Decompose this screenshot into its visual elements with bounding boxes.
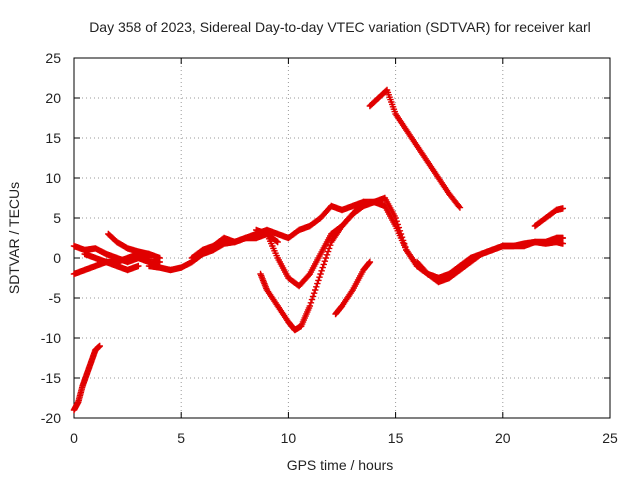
x-axis-ticks: 0 5 10 15 20 25	[70, 58, 618, 446]
x-tick-label: 0	[70, 430, 78, 446]
x-tick-label: 5	[177, 430, 185, 446]
data-point	[310, 290, 318, 297]
data-point	[313, 283, 320, 290]
data-point	[274, 238, 281, 246]
x-tick-label: 20	[495, 430, 511, 446]
grid-lines	[74, 58, 610, 418]
y-tick-label: -20	[41, 410, 61, 426]
data-point	[320, 261, 327, 268]
data-marks	[70, 86, 567, 414]
y-tick-label: 25	[45, 50, 61, 66]
y-tick-label: 5	[53, 210, 61, 226]
data-point	[308, 296, 316, 303]
data-point	[135, 262, 142, 270]
data-point	[156, 254, 163, 262]
x-tick-label: 15	[388, 430, 404, 446]
series-track-descent	[366, 86, 464, 211]
y-axis-label: SDTVAR / TECUs	[6, 182, 22, 294]
y-tick-label: -15	[41, 370, 61, 386]
plot-frame	[73, 57, 611, 419]
data-point	[559, 240, 567, 247]
data-point	[559, 234, 567, 242]
data-point	[366, 258, 374, 266]
data-point	[273, 238, 280, 245]
data-point	[312, 286, 319, 294]
data-point	[327, 242, 334, 249]
data-point	[96, 342, 103, 350]
x-tick-label: 25	[602, 430, 618, 446]
y-tick-label: 0	[53, 250, 61, 266]
data-point	[318, 267, 325, 274]
series-track-short-dip	[332, 258, 374, 318]
data-point	[316, 274, 323, 281]
y-tick-label: 10	[45, 170, 61, 186]
x-tick-label: 10	[281, 430, 297, 446]
series-track-late-lower	[413, 238, 567, 286]
data-point	[306, 302, 314, 310]
series-track-early-mid	[81, 250, 153, 266]
data-point	[323, 251, 331, 258]
x-axis-label: GPS time / hours	[287, 457, 394, 473]
series-track-early-arch	[105, 230, 163, 262]
data-point	[307, 299, 315, 306]
data-point	[455, 203, 463, 210]
data-point	[314, 280, 321, 287]
series-track-early-rise	[70, 342, 103, 414]
data-point	[456, 204, 464, 211]
data-point	[317, 270, 324, 278]
series-track-late-rise	[531, 205, 567, 230]
data-point	[315, 277, 322, 284]
data-point	[309, 293, 317, 300]
series-track-dip-deep	[257, 198, 567, 334]
y-tick-label: -5	[49, 290, 62, 306]
data-point	[319, 264, 326, 271]
data-point	[322, 254, 330, 262]
data-point	[324, 248, 332, 255]
data-point	[325, 245, 333, 252]
data-point	[321, 258, 329, 265]
data-point	[559, 205, 567, 212]
chart-title: Day 358 of 2023, Sidereal Day-to-day VTE…	[89, 19, 591, 35]
y-axis-ticks: -20 -15 -10 -5 0 5 10 15 20 25	[41, 50, 610, 426]
y-tick-label: 20	[45, 90, 61, 106]
y-tick-label: -10	[41, 330, 61, 346]
y-tick-label: 15	[45, 130, 61, 146]
